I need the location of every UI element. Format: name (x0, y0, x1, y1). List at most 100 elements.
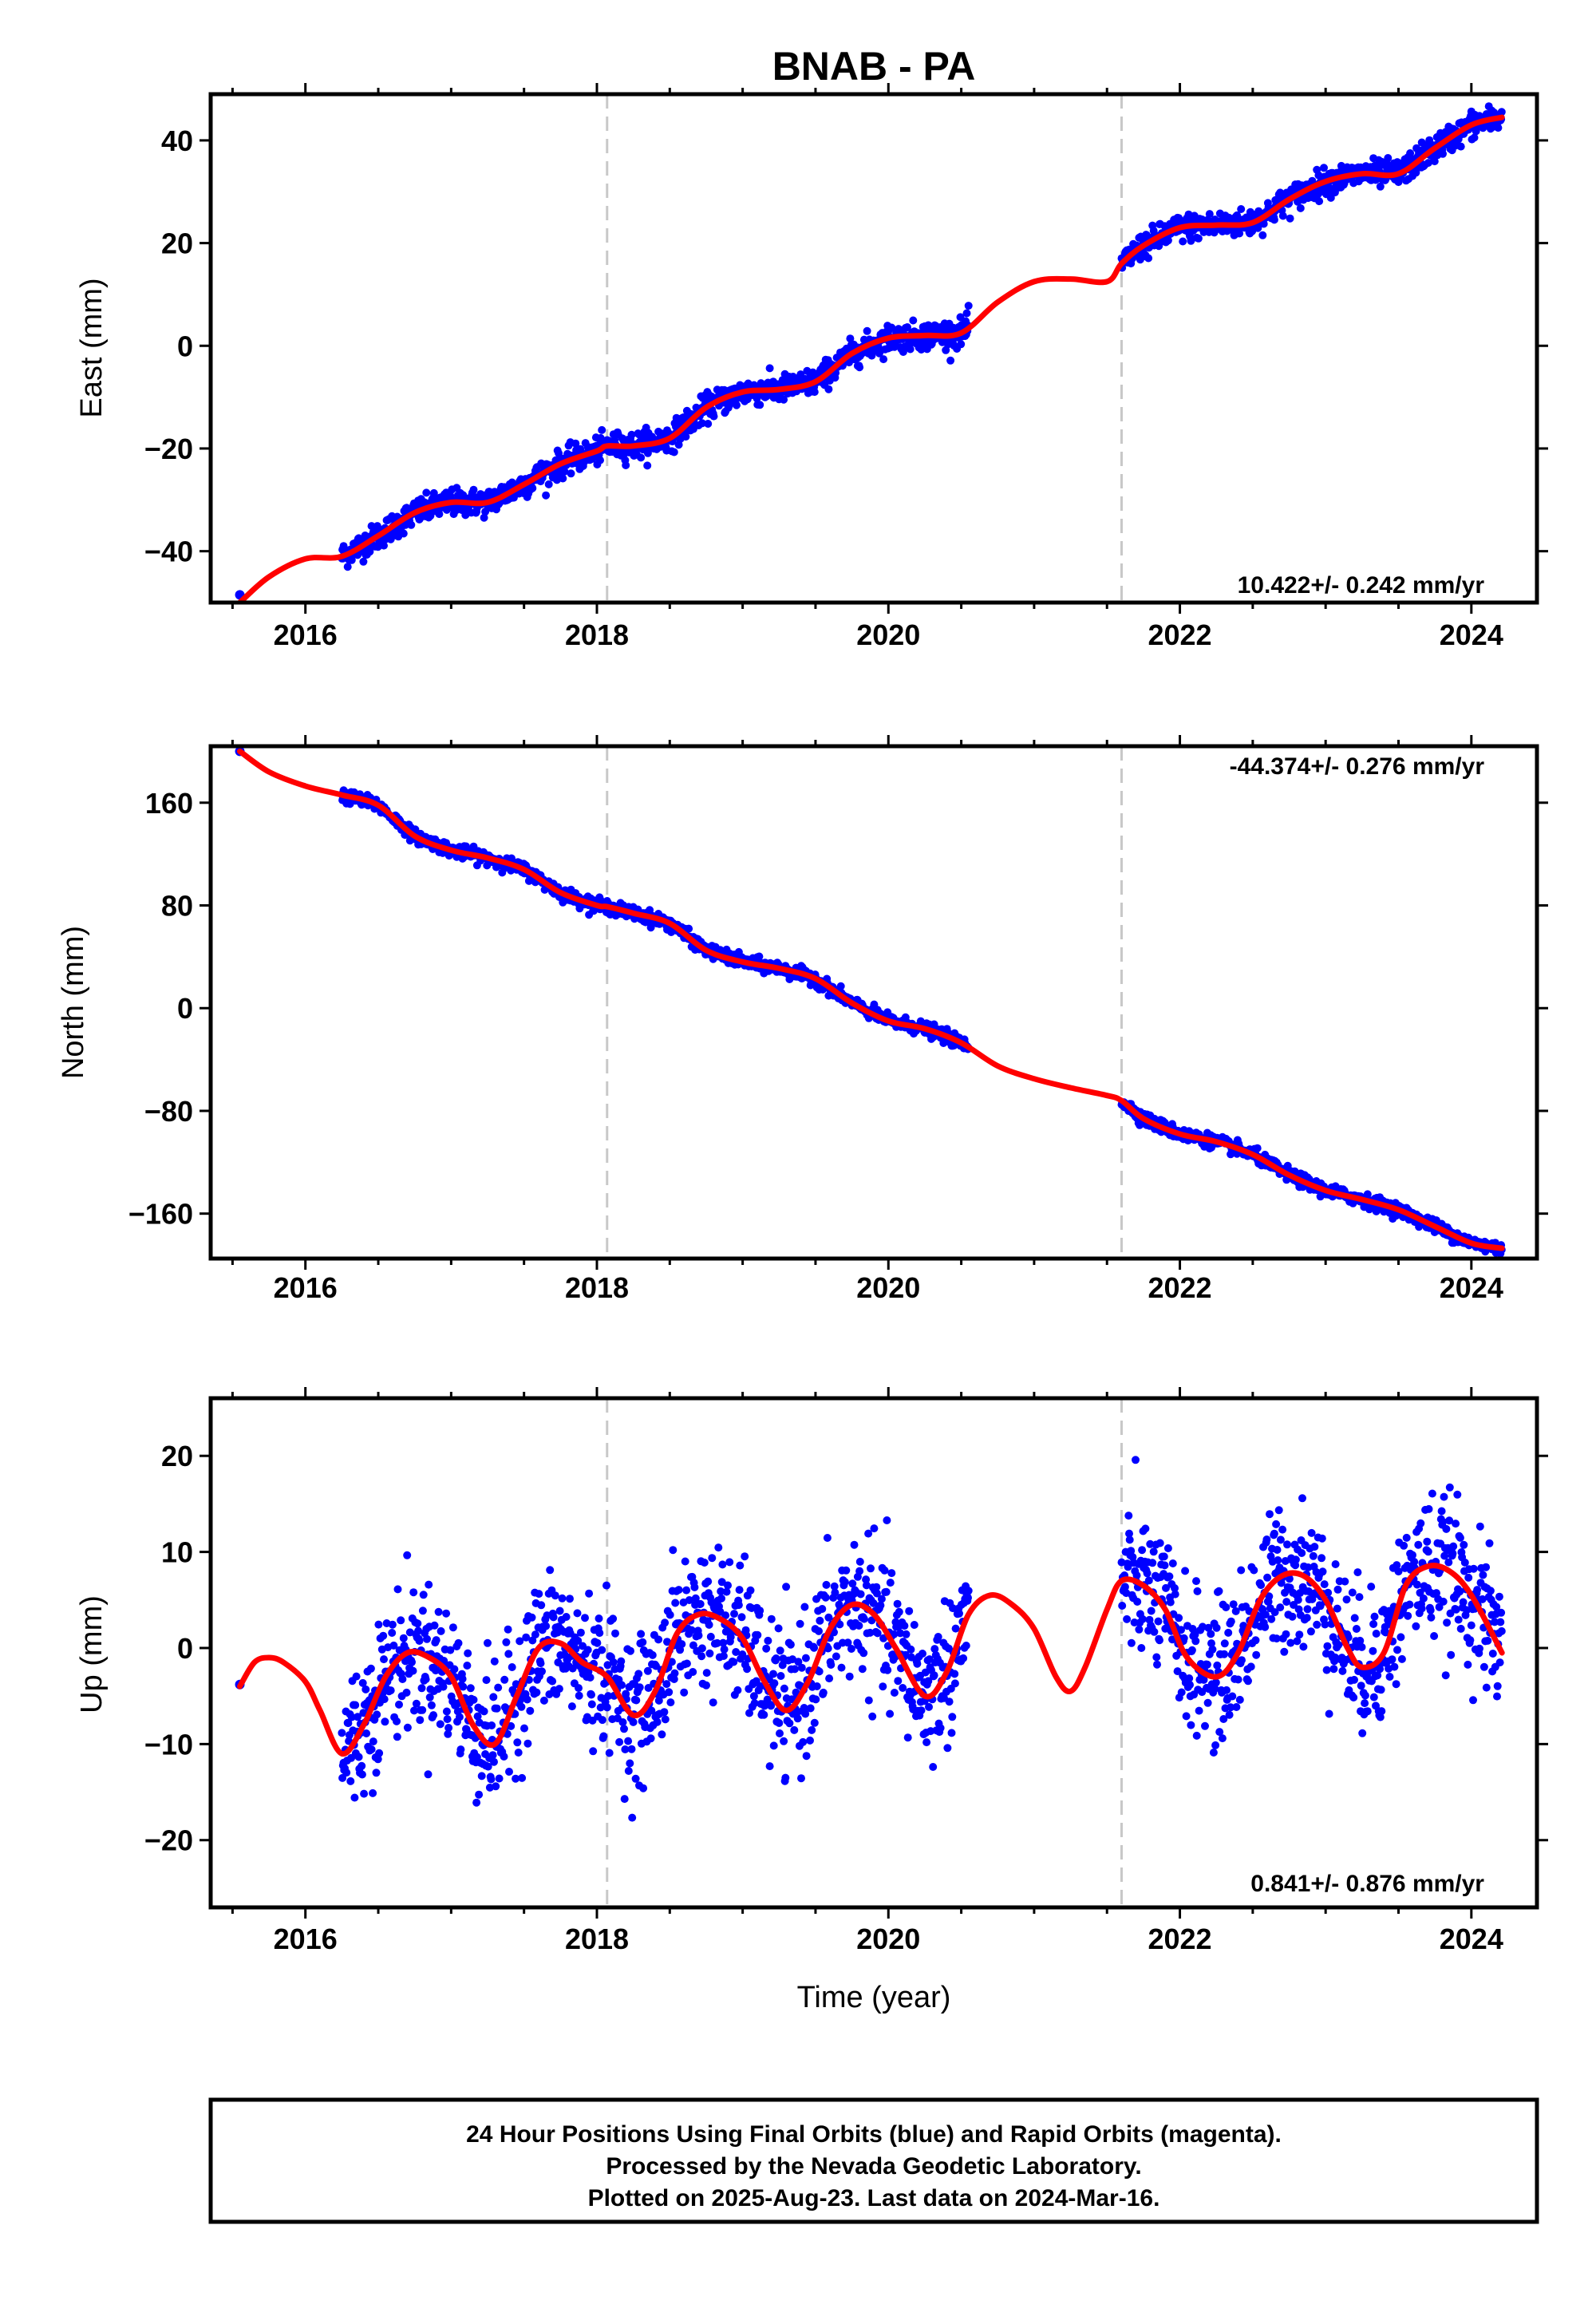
up-data-point (1159, 1552, 1168, 1561)
up-data-point (685, 1596, 693, 1604)
up-data-point (720, 1645, 729, 1654)
east-data-point (637, 453, 646, 462)
up-data-point (743, 1665, 752, 1674)
up-data-point (801, 1654, 810, 1662)
up-data-point (448, 1623, 457, 1632)
up-data-point (705, 1620, 713, 1629)
north-x-tick-label: 2022 (1148, 1271, 1211, 1304)
up-data-point (358, 1678, 367, 1687)
up-data-point (399, 1634, 408, 1642)
up-data-point (421, 1675, 430, 1684)
up-data-point (1144, 1576, 1153, 1585)
up-data-point (1179, 1634, 1188, 1642)
up-data-point (732, 1648, 741, 1656)
up-data-point (682, 1586, 691, 1595)
up-data-point (436, 1720, 444, 1729)
up-data-point (726, 1633, 735, 1642)
up-data-point (890, 1689, 899, 1697)
up-data-point (862, 1575, 871, 1584)
up-data-point (409, 1666, 417, 1675)
up-data-point (1207, 1639, 1215, 1648)
up-data-point (1295, 1630, 1304, 1639)
up-data-point (1182, 1712, 1191, 1721)
up-data-point (488, 1751, 497, 1760)
up-data-point (432, 1636, 440, 1645)
up-data-point (950, 1679, 959, 1688)
east-data-point (343, 563, 352, 571)
up-data-point (780, 1684, 788, 1693)
east-data-point (964, 302, 973, 310)
up-data-point (880, 1566, 889, 1575)
up-data-point (403, 1723, 412, 1732)
up-data-point (1125, 1529, 1133, 1538)
up-data-point (775, 1719, 784, 1727)
up-data-point (629, 1717, 638, 1726)
east-data-point (681, 433, 690, 441)
up-data-point (487, 1775, 496, 1784)
up-data-point (587, 1690, 595, 1699)
up-data-point (824, 1644, 832, 1653)
up-data-point (450, 1665, 459, 1674)
east-data-point (571, 439, 580, 448)
up-data-point (532, 1688, 541, 1697)
up-data-point (900, 1622, 909, 1630)
up-data-point (484, 1762, 492, 1771)
up-data-point (930, 1645, 939, 1654)
east-data-point (733, 401, 741, 409)
east-y-axis-label: East (mm) (75, 278, 109, 417)
up-data-point (1235, 1695, 1244, 1704)
north-data-point (411, 825, 420, 834)
up-data-point (558, 1594, 567, 1603)
east-data-point (643, 449, 652, 457)
up-data-point (886, 1709, 895, 1718)
up-data-point (418, 1705, 427, 1714)
up-data-point (907, 1645, 915, 1654)
up-data-point (662, 1680, 671, 1689)
up-data-point (845, 1672, 854, 1681)
up-data-point (836, 1620, 844, 1629)
up-data-point (671, 1599, 680, 1607)
up-data-point (469, 1695, 478, 1704)
up-data-point (1225, 1710, 1234, 1719)
up-data-point (1127, 1547, 1136, 1555)
up-data-point (945, 1697, 954, 1706)
north-y-tick-label: 160 (145, 787, 193, 820)
up-data-point (708, 1554, 717, 1563)
up-data-point (797, 1774, 805, 1783)
up-data-point (1299, 1642, 1308, 1651)
up-data-point (950, 1670, 959, 1678)
up-data-point (1192, 1577, 1200, 1586)
up-data-point (373, 1710, 381, 1719)
up-data-point (730, 1610, 738, 1618)
up-data-point (848, 1579, 857, 1588)
up-data-point (816, 1616, 824, 1625)
up-data-point (585, 1589, 594, 1598)
up-data-point (393, 1585, 402, 1594)
up-data-point (1209, 1749, 1218, 1757)
east-data-point (1235, 229, 1244, 238)
east-data-point (846, 334, 855, 343)
up-data-point (722, 1587, 731, 1596)
up-data-point (1187, 1646, 1196, 1654)
up-data-point (1153, 1660, 1161, 1669)
up-data-point (517, 1702, 526, 1711)
up-data-point (905, 1607, 914, 1615)
up-data-point (818, 1605, 827, 1613)
up-data-point (466, 1684, 475, 1693)
up-data-point (876, 1601, 885, 1610)
east-data-point (359, 557, 368, 566)
up-data-point (714, 1543, 723, 1552)
up-data-point (665, 1688, 674, 1697)
up-data-point (549, 1613, 558, 1622)
up-data-point (598, 1716, 606, 1725)
up-data-point (951, 1624, 960, 1633)
up-data-point (735, 1586, 744, 1595)
up-data-point (1273, 1546, 1282, 1554)
up-data-point (702, 1681, 710, 1690)
up-data-point (1211, 1678, 1220, 1687)
up-data-point (1132, 1456, 1140, 1464)
east-data-point (1237, 205, 1246, 213)
up-data-point (837, 1663, 846, 1672)
